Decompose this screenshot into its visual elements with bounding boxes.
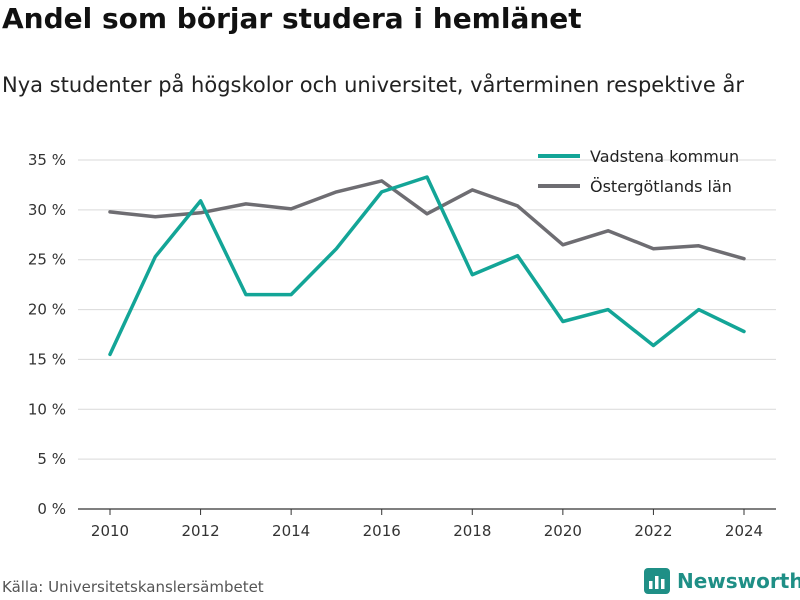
data-point xyxy=(426,213,428,215)
chart-title: Andel som börjar studera i hemlänet xyxy=(2,2,582,35)
x-tick-label: 2012 xyxy=(181,522,219,540)
data-point xyxy=(652,248,654,250)
source-note: Källa: Universitetskanslersämbetet xyxy=(2,578,264,596)
data-point xyxy=(245,294,247,296)
y-tick-label: 15 % xyxy=(28,350,66,368)
y-tick-label: 0 % xyxy=(37,500,66,518)
grid-lines xyxy=(78,159,776,510)
data-point xyxy=(562,321,564,323)
x-tick-label: 2020 xyxy=(544,522,582,540)
data-point xyxy=(698,245,700,247)
y-tick-label: 10 % xyxy=(28,400,66,418)
x-axis: 2010 2012 2014 2016 2018 2020 2022 2024 xyxy=(91,509,763,540)
data-point xyxy=(200,200,202,202)
data-point xyxy=(290,208,292,210)
x-tick-label: 2010 xyxy=(91,522,129,540)
x-tick-label: 2022 xyxy=(634,522,672,540)
legend-label: Östergötlands län xyxy=(590,177,732,196)
data-point xyxy=(471,274,473,276)
data-point xyxy=(743,331,745,333)
y-tick-label: 5 % xyxy=(37,450,66,468)
data-point xyxy=(381,180,383,182)
data-point xyxy=(517,255,519,257)
data-point xyxy=(381,191,383,193)
brand-logo: Newsworthy xyxy=(644,568,800,594)
y-tick-label: 30 % xyxy=(28,201,66,219)
data-point xyxy=(154,256,156,258)
data-point xyxy=(290,294,292,296)
y-tick-label: 35 % xyxy=(28,151,66,169)
x-tick-label: 2016 xyxy=(363,522,401,540)
data-point xyxy=(607,230,609,232)
data-point xyxy=(698,309,700,311)
data-point xyxy=(109,211,111,213)
data-point xyxy=(335,248,337,250)
data-point xyxy=(652,344,654,346)
y-axis: 0 % 5 % 10 % 15 % 20 % 25 % 30 % 35 % xyxy=(28,151,66,518)
data-point xyxy=(607,309,609,311)
data-point xyxy=(426,176,428,178)
legend-label: Vadstena kommun xyxy=(590,147,739,166)
data-point xyxy=(245,203,247,205)
data-point xyxy=(335,191,337,193)
newsworthy-logo-icon xyxy=(644,568,670,594)
data-point xyxy=(562,244,564,246)
series-line-vadstena xyxy=(108,175,746,357)
legend: Vadstena kommun Östergötlands län xyxy=(538,147,739,196)
data-point xyxy=(154,216,156,218)
data-point xyxy=(743,258,745,260)
x-tick-label: 2018 xyxy=(453,522,491,540)
data-point xyxy=(517,205,519,207)
data-point xyxy=(471,189,473,191)
x-tick-label: 2014 xyxy=(272,522,310,540)
y-tick-label: 20 % xyxy=(28,301,66,319)
series-lines xyxy=(108,175,746,357)
y-tick-label: 25 % xyxy=(28,251,66,269)
x-tick-label: 2024 xyxy=(725,522,763,540)
data-point xyxy=(200,212,202,214)
data-point xyxy=(109,353,111,355)
chart-subtitle: Nya studenter på högskolor och universit… xyxy=(2,73,744,97)
brand-name: Newsworthy xyxy=(677,569,800,593)
